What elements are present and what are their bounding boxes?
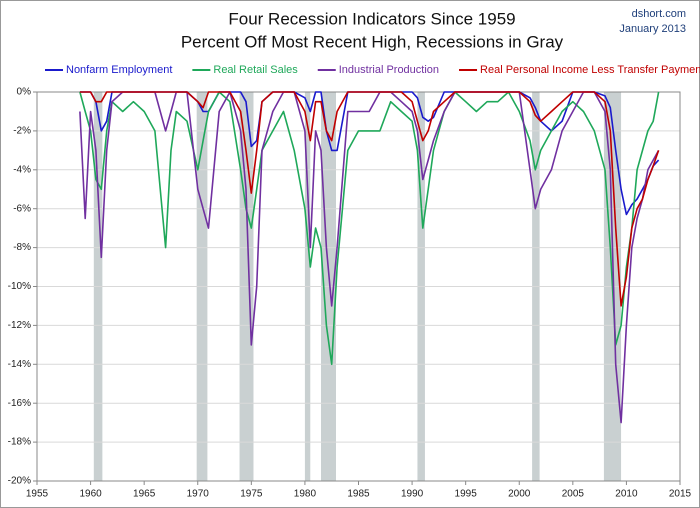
x-tick-label: 2000 [508,489,531,500]
legend-label: Nonfarm Employment [66,64,172,76]
x-tick-label: 2010 [615,489,638,500]
series-line [79,91,660,307]
source: dshort.com [632,8,686,20]
chart-subtitle: Percent Off Most Recent High, Recessions… [181,32,564,51]
x-tick-label: 1995 [455,489,478,500]
legend-label: Industrial Production [339,64,439,76]
x-tick-label: 1980 [294,489,317,500]
y-tick-label: -12% [8,320,31,331]
x-tick-label: 1965 [133,489,156,500]
x-tick-label: 1990 [401,489,424,500]
x-tick-label: 2015 [669,489,692,500]
legend-label: Real Retail Sales [213,64,298,76]
y-tick-label: -16% [8,398,31,409]
y-tick-label: -10% [8,281,31,292]
legend-label: Real Personal Income Less Transfer Payme… [480,64,700,76]
x-tick-label: 1975 [240,489,263,500]
y-tick-label: -6% [13,203,31,214]
date: January 2013 [619,23,686,35]
x-tick-label: 1955 [26,489,49,500]
legend: Nonfarm Employment Real Retail Sales Indus… [45,64,700,76]
y-tick-label: 0% [17,87,32,98]
y-tick-label: -14% [8,359,31,370]
x-tick-label: 1985 [347,489,370,500]
y-tick-label: -4% [13,164,31,175]
series-line [79,91,660,366]
y-tick-label: -18% [8,437,31,448]
x-tick-label: 1960 [79,489,102,500]
y-tick-label: -20% [8,476,31,487]
chart-title: Four Recession Indicators Since 1959 [228,9,515,28]
x-tick-label: 2005 [562,489,585,500]
x-tick-label: 1970 [187,489,210,500]
y-tick-label: -8% [13,242,31,253]
y-tick-label: -2% [13,126,31,137]
